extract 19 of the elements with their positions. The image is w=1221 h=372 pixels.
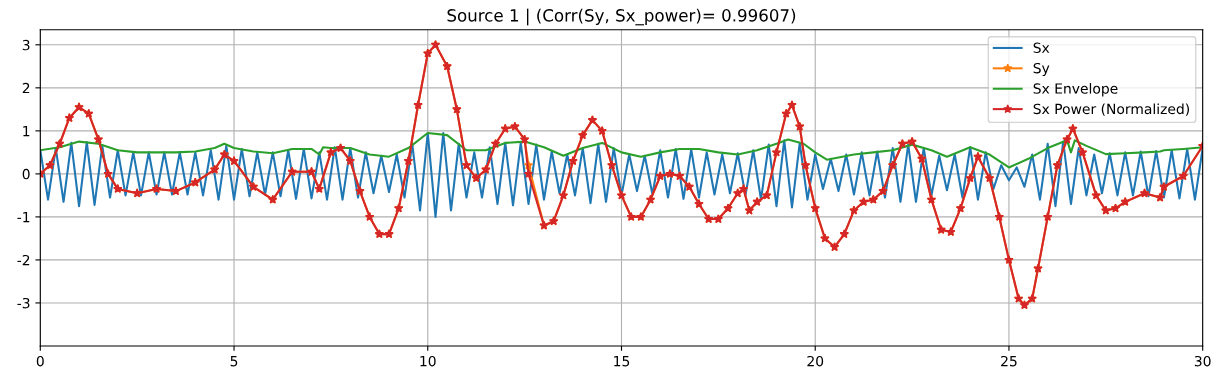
y-tick-label: -1 [17,212,30,223]
x-tick-label: 15 [614,356,630,367]
y-tick-label: 3 [22,39,30,51]
x-tick-label: 30 [1194,355,1211,367]
y-tick-label: 2 [22,82,30,94]
chart-title: Source 1 | (Corr(Sy, Sx_power)= 0.99607) [447,8,796,26]
x-tick-label: 20 [807,355,824,367]
legend-label: Sx Envelope [1033,83,1118,97]
x-tick-label: 0 [36,355,44,367]
x-tick-label: 10 [420,355,436,367]
y-tick-label: 0 [22,168,30,180]
y-tick-label: -2 [17,254,30,266]
y-tick-label: 1 [23,126,30,137]
legend-label: Sx Power (Normalized) [1033,103,1189,116]
x-tick-label: 5 [230,356,238,367]
legend-label: Sy [1033,62,1050,77]
y-tick-label: -3 [17,297,30,309]
x-tick-label: 25 [1001,355,1017,367]
legend-label: Sx [1033,42,1050,54]
